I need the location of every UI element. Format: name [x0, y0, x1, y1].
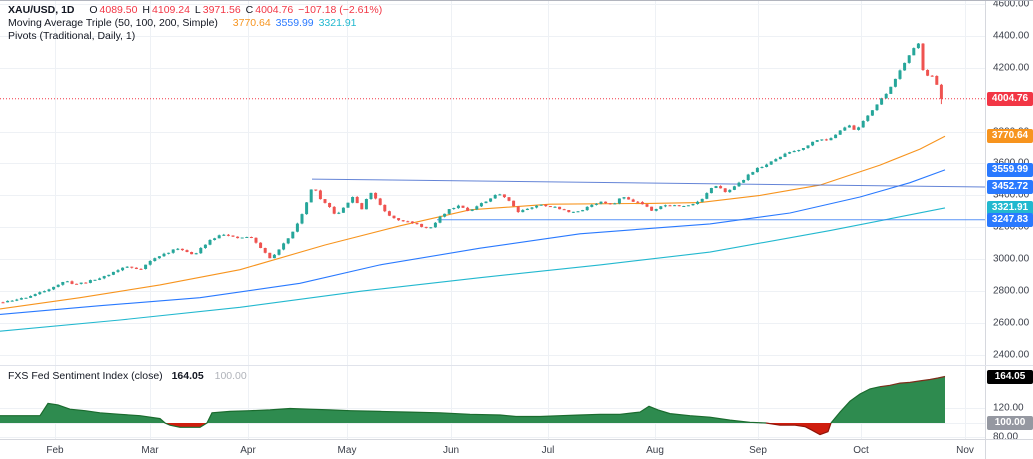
indicator-tick-label: 80.00: [993, 431, 1019, 443]
pivot-lines[interactable]: [311, 178, 986, 221]
price-tick-label: 4400.00: [993, 30, 1030, 42]
pane-separator[interactable]: [0, 365, 1033, 366]
indicator-axis-badge: 164.05: [987, 369, 1033, 384]
price-tick-label: 3200.00: [993, 221, 1030, 233]
low-value: 3971.56: [202, 4, 241, 16]
indicator-tick-label: 120.00: [993, 402, 1024, 414]
sentiment-area-series: [0, 375, 946, 436]
month-label: Jun: [442, 445, 460, 456]
ma200-value: 3321.91: [318, 16, 357, 29]
open-value: 4089.50: [99, 4, 138, 16]
price-tick-label: 4600.00: [993, 0, 1030, 10]
ma-line: [0, 207, 946, 332]
price-tick-label: 3000.00: [993, 253, 1030, 265]
high-value: 4109.24: [152, 4, 190, 16]
price-axis-badge: 3247.83: [987, 212, 1033, 227]
month-label: May: [337, 445, 357, 456]
time-axis-separator: [0, 439, 1033, 440]
ma-line: [0, 135, 946, 310]
symbol-title: XAU/USD, 1D: [8, 4, 75, 16]
indicator-title: FXS Fed Sentiment Index (close): [8, 370, 163, 382]
price-tick-label: 4200.00: [993, 62, 1030, 74]
price-axis-badge: 3770.64: [987, 129, 1033, 144]
low-label: L: [194, 4, 201, 16]
ma100-value: 3559.99: [275, 16, 314, 29]
price-axis-badge: 3452.72: [987, 180, 1033, 194]
trendline-3452: [311, 178, 986, 188]
price-tick-label: 2800.00: [993, 285, 1030, 297]
main-legend: XAU/USD, 1D O 4089.50 H 4109.24 L 3971.56 C…: [8, 4, 384, 42]
price-tick-label: 2400.00: [993, 349, 1030, 361]
ma50-value: 3770.64: [232, 16, 271, 29]
month-label: Mar: [141, 445, 159, 456]
month-label: Aug: [646, 445, 664, 456]
month-label: Feb: [46, 445, 64, 456]
price-tick-label: 3400.00: [993, 189, 1030, 201]
month-label: Oct: [853, 445, 869, 456]
change-value: −107.18 (−2.61%): [298, 4, 383, 16]
price-axis-badge: 3559.99: [987, 162, 1033, 177]
high-label: H: [142, 4, 151, 16]
month-label: Sep: [749, 445, 767, 456]
pivots-title: Pivots (Traditional, Daily, 1): [8, 29, 136, 42]
price-tick-label: 2600.00: [993, 317, 1030, 329]
candlestick-series: [1, 43, 943, 304]
axis-separator: [985, 1, 986, 459]
time-axis[interactable]: [0, 440, 1033, 459]
month-label: Apr: [240, 445, 256, 456]
indicator-value: 164.05: [171, 370, 204, 382]
symbol-legend-row[interactable]: XAU/USD, 1D O 4089.50 H 4109.24 L 3971.56 C…: [8, 4, 384, 17]
month-label: Jul: [541, 445, 555, 456]
ma-title: Moving Average Triple (50, 100, 200, Sim…: [8, 16, 218, 29]
moving-average-lines: [0, 135, 946, 332]
ma-line: [0, 169, 946, 315]
price-axis-badge: 4004.76: [987, 91, 1033, 106]
ma-legend-row[interactable]: Moving Average Triple (50, 100, 200, Sim…: [8, 17, 384, 30]
month-label: Nov: [956, 445, 974, 456]
price-axis-badge: 3321.91: [987, 200, 1033, 215]
pivots-legend-row[interactable]: Pivots (Traditional, Daily, 1): [8, 30, 384, 43]
close-label: C: [245, 4, 254, 16]
close-value: 4004.76: [255, 4, 294, 16]
indicator-baseline: 100.00: [214, 370, 247, 382]
open-label: O: [89, 4, 98, 16]
indicator-legend-row[interactable]: FXS Fed Sentiment Index (close) 164.05 1…: [8, 370, 247, 382]
indicator-axis-badge: 100.00: [987, 415, 1033, 430]
